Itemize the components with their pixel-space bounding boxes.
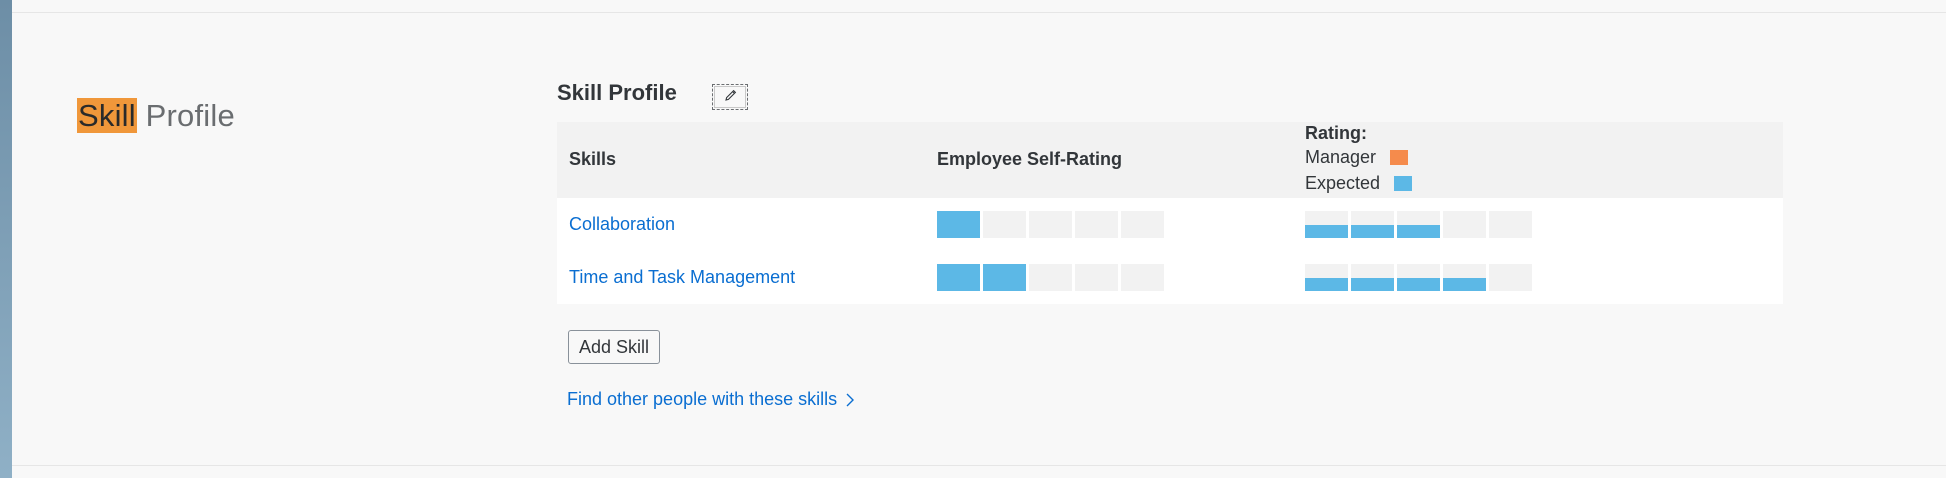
card-title: Skill Profile bbox=[557, 80, 677, 105]
edit-button[interactable] bbox=[712, 84, 748, 110]
expected-rating-block-filled bbox=[1351, 211, 1394, 238]
top-divider bbox=[12, 12, 1946, 13]
table-row: Time and Task Management bbox=[557, 251, 1783, 304]
legend-manager-swatch bbox=[1390, 149, 1409, 165]
search-highlight: Skill bbox=[77, 98, 137, 133]
expected-rating-indicator bbox=[1305, 211, 1532, 238]
column-header-rating: Rating: bbox=[1305, 123, 1367, 143]
expected-rating-block-empty bbox=[1489, 264, 1532, 291]
self-rating-block-empty bbox=[1029, 264, 1072, 291]
legend-manager-label: Manager bbox=[1305, 147, 1377, 167]
self-rating-block-empty bbox=[1121, 264, 1164, 291]
column-header-skills: Skills bbox=[569, 149, 617, 169]
self-rating-block-filled bbox=[983, 264, 1026, 291]
find-people-label: Find other people with these skills bbox=[567, 389, 838, 409]
self-rating-block-filled bbox=[937, 211, 980, 238]
expected-rating-block-filled bbox=[1397, 211, 1440, 238]
expected-rating-indicator bbox=[1305, 264, 1532, 291]
self-rating-block-empty bbox=[983, 211, 1026, 238]
bottom-divider bbox=[12, 465, 1946, 466]
chevron-right-icon bbox=[845, 392, 855, 408]
legend-expected-label: Expected bbox=[1305, 173, 1381, 193]
pencil-icon bbox=[725, 89, 737, 101]
self-rating-block-empty bbox=[1029, 211, 1072, 238]
self-rating-block-filled bbox=[937, 264, 980, 291]
find-people-link[interactable]: Find other people with these skills bbox=[567, 389, 855, 410]
self-rating-block-empty bbox=[1075, 264, 1118, 291]
expected-rating-block-filled bbox=[1443, 264, 1486, 291]
expected-rating-block-filled bbox=[1397, 264, 1440, 291]
expected-rating-block-filled bbox=[1305, 211, 1348, 238]
table-row: Collaboration bbox=[557, 198, 1783, 251]
skill-link-collaboration[interactable]: Collaboration bbox=[569, 214, 676, 234]
self-rating-block-empty bbox=[1075, 211, 1118, 238]
legend-expected-swatch bbox=[1394, 175, 1413, 191]
self-rating-block-empty bbox=[1121, 211, 1164, 238]
column-header-self-rating: Employee Self-Rating bbox=[937, 149, 1123, 169]
skill-link-time-and-task-management[interactable]: Time and Task Management bbox=[569, 267, 796, 287]
section-title-rest: Profile bbox=[136, 98, 235, 133]
expected-rating-block-filled bbox=[1305, 264, 1348, 291]
table-header: Skills Employee Self-Rating Rating: Mana… bbox=[557, 122, 1783, 198]
legend-expected: Expected bbox=[1305, 172, 1413, 194]
self-rating-indicator bbox=[937, 211, 1164, 238]
legend-manager: Manager bbox=[1305, 146, 1409, 168]
add-skill-button[interactable]: Add Skill bbox=[568, 330, 661, 364]
expected-rating-block-filled bbox=[1351, 264, 1394, 291]
section-title: Skill Profile bbox=[77, 96, 235, 136]
expected-rating-block-empty bbox=[1443, 211, 1486, 238]
expected-rating-block-empty bbox=[1489, 211, 1532, 238]
skills-table: Skills Employee Self-Rating Rating: Mana… bbox=[557, 122, 1783, 304]
self-rating-indicator bbox=[937, 264, 1164, 291]
